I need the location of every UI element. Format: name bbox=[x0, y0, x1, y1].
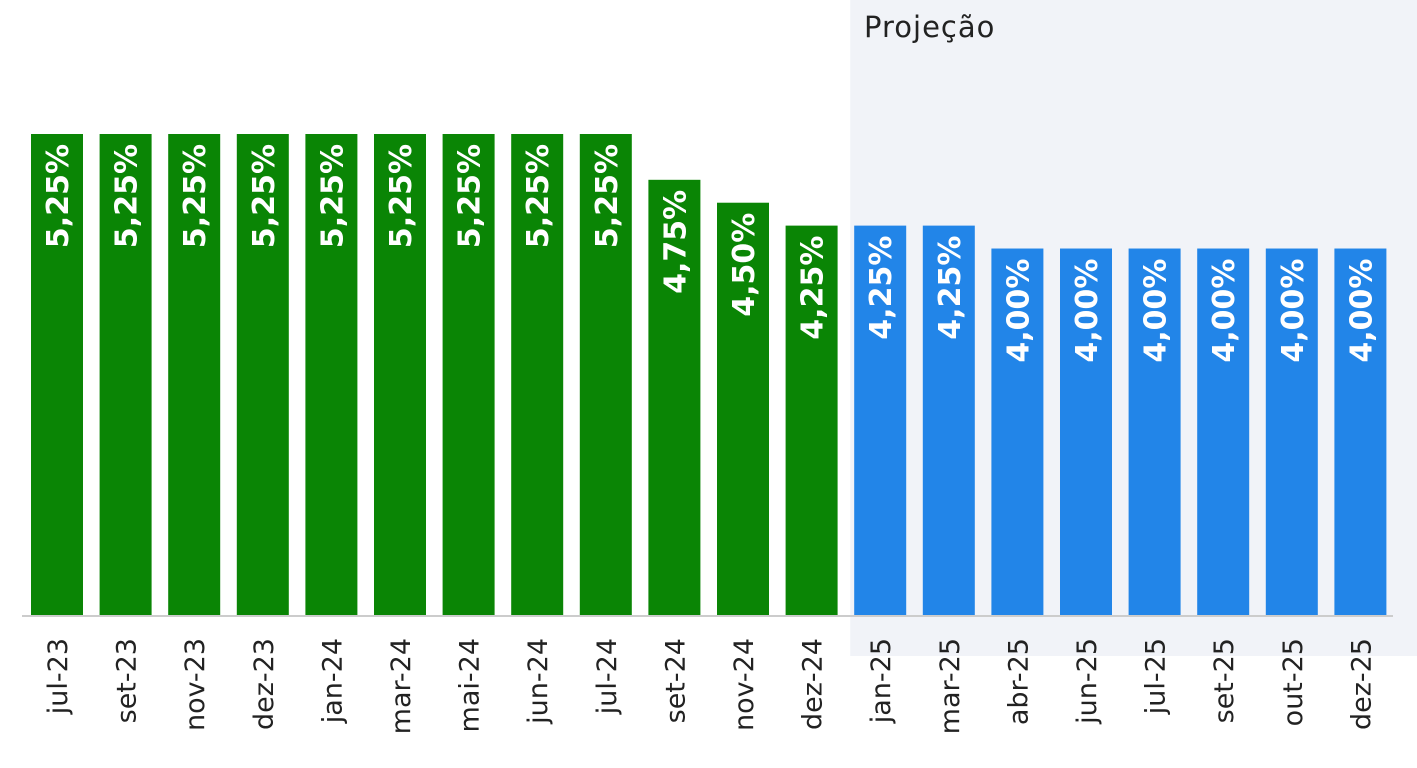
data-label: 4,00% bbox=[1070, 259, 1105, 363]
data-label: 4,00% bbox=[1344, 259, 1379, 363]
data-label: 5,25% bbox=[178, 144, 213, 248]
data-label: 4,50% bbox=[727, 213, 762, 317]
x-tick-label: out-25 bbox=[1278, 638, 1309, 726]
data-label: 5,25% bbox=[384, 144, 419, 248]
data-label: 5,25% bbox=[247, 144, 282, 248]
x-tick-label: jan-24 bbox=[317, 638, 348, 724]
x-tick-label: jan-25 bbox=[866, 638, 897, 724]
data-label: 4,25% bbox=[796, 236, 831, 340]
bar bbox=[442, 134, 495, 615]
x-tick-label: dez-25 bbox=[1346, 638, 1377, 730]
bar bbox=[1128, 248, 1181, 615]
data-label: 5,25% bbox=[41, 144, 76, 248]
data-label: 4,00% bbox=[1139, 259, 1174, 363]
x-tick-label: dez-23 bbox=[249, 638, 280, 730]
projection-label: Projeção bbox=[864, 10, 996, 44]
bar bbox=[374, 134, 426, 615]
x-tick-label: set-23 bbox=[112, 638, 143, 723]
data-label: 5,25% bbox=[453, 144, 488, 248]
x-tick-label: jul-25 bbox=[1141, 638, 1172, 715]
bar bbox=[717, 202, 769, 615]
bar bbox=[99, 134, 152, 615]
x-tick-label: jul-23 bbox=[43, 638, 74, 715]
x-tick-label: jun-24 bbox=[523, 638, 554, 725]
bar bbox=[991, 248, 1044, 615]
data-label: 5,25% bbox=[521, 144, 556, 248]
x-tick-label: set-24 bbox=[660, 638, 691, 723]
bar bbox=[648, 179, 701, 616]
x-tick-label: abr-25 bbox=[1003, 638, 1034, 725]
data-label: 4,25% bbox=[864, 236, 899, 340]
bar bbox=[168, 134, 221, 615]
data-label: 5,25% bbox=[315, 144, 350, 248]
x-tick-label: dez-24 bbox=[798, 638, 829, 730]
x-tick-label: mar-24 bbox=[386, 638, 417, 734]
data-label: 4,75% bbox=[658, 190, 693, 294]
data-label: 4,00% bbox=[1001, 259, 1036, 363]
bar bbox=[922, 225, 975, 615]
x-tick-label: mai-24 bbox=[455, 638, 486, 732]
x-tick-label: jun-25 bbox=[1072, 638, 1103, 725]
bar bbox=[1265, 248, 1318, 615]
bar bbox=[854, 225, 907, 615]
bar bbox=[579, 134, 632, 615]
data-label: 5,25% bbox=[590, 144, 625, 248]
bar bbox=[31, 134, 83, 615]
bar bbox=[305, 134, 358, 615]
bar bbox=[236, 134, 289, 615]
data-label: 4,00% bbox=[1207, 259, 1242, 363]
x-tick-label: jul-24 bbox=[592, 638, 623, 715]
x-tick-label: nov-23 bbox=[180, 638, 211, 731]
data-label: 4,00% bbox=[1276, 259, 1311, 363]
data-label: 5,25% bbox=[110, 144, 145, 248]
x-tick-label: mar-25 bbox=[935, 638, 966, 734]
bar bbox=[511, 134, 564, 615]
bar bbox=[1060, 248, 1112, 615]
bar bbox=[1197, 248, 1250, 615]
bar bbox=[785, 225, 838, 615]
x-tick-label: set-25 bbox=[1209, 638, 1240, 723]
data-label: 4,25% bbox=[933, 236, 968, 340]
x-tick-label: nov-24 bbox=[729, 638, 760, 731]
bar bbox=[1334, 248, 1387, 615]
